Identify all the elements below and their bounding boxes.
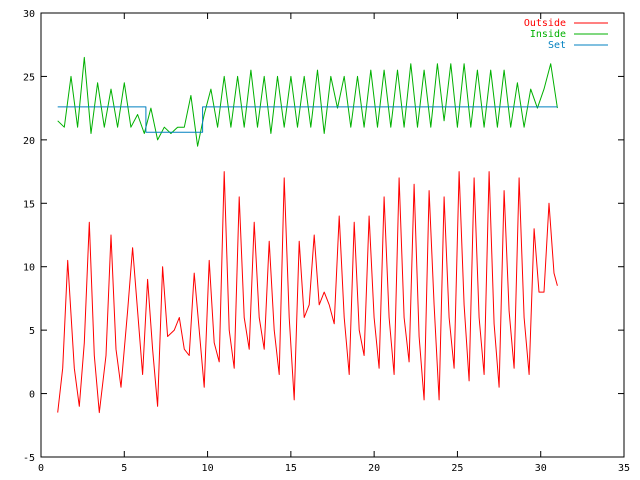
series-line-set bbox=[57, 106, 558, 133]
x-tick-label: 25 bbox=[451, 463, 463, 474]
plot-frame bbox=[40, 12, 625, 458]
x-tick-label: 30 bbox=[535, 463, 547, 474]
legend-label-inside: Inside bbox=[530, 29, 566, 40]
legend-label-set: Set bbox=[548, 40, 566, 51]
x-tick-label: 15 bbox=[285, 463, 297, 474]
x-tick-label: 5 bbox=[121, 463, 127, 474]
x-tick-label: 20 bbox=[368, 463, 380, 474]
y-tick-label: 25 bbox=[23, 72, 35, 83]
y-tick-label: 0 bbox=[29, 390, 35, 401]
x-tick-label: 35 bbox=[618, 463, 630, 474]
series-line-outside bbox=[57, 171, 558, 414]
x-tick-label: 10 bbox=[202, 463, 214, 474]
x-tick-label: 0 bbox=[38, 463, 44, 474]
legend-label-outside: Outside bbox=[524, 18, 566, 29]
y-tick-label: 30 bbox=[23, 9, 35, 20]
y-tick-label: -5 bbox=[23, 453, 35, 464]
y-tick-label: 15 bbox=[23, 199, 35, 210]
y-tick-label: 20 bbox=[23, 136, 35, 147]
series-lines bbox=[57, 56, 558, 414]
y-tick-label: 5 bbox=[29, 326, 35, 337]
series-line-inside bbox=[57, 56, 558, 147]
y-tick-label: 10 bbox=[23, 263, 35, 274]
